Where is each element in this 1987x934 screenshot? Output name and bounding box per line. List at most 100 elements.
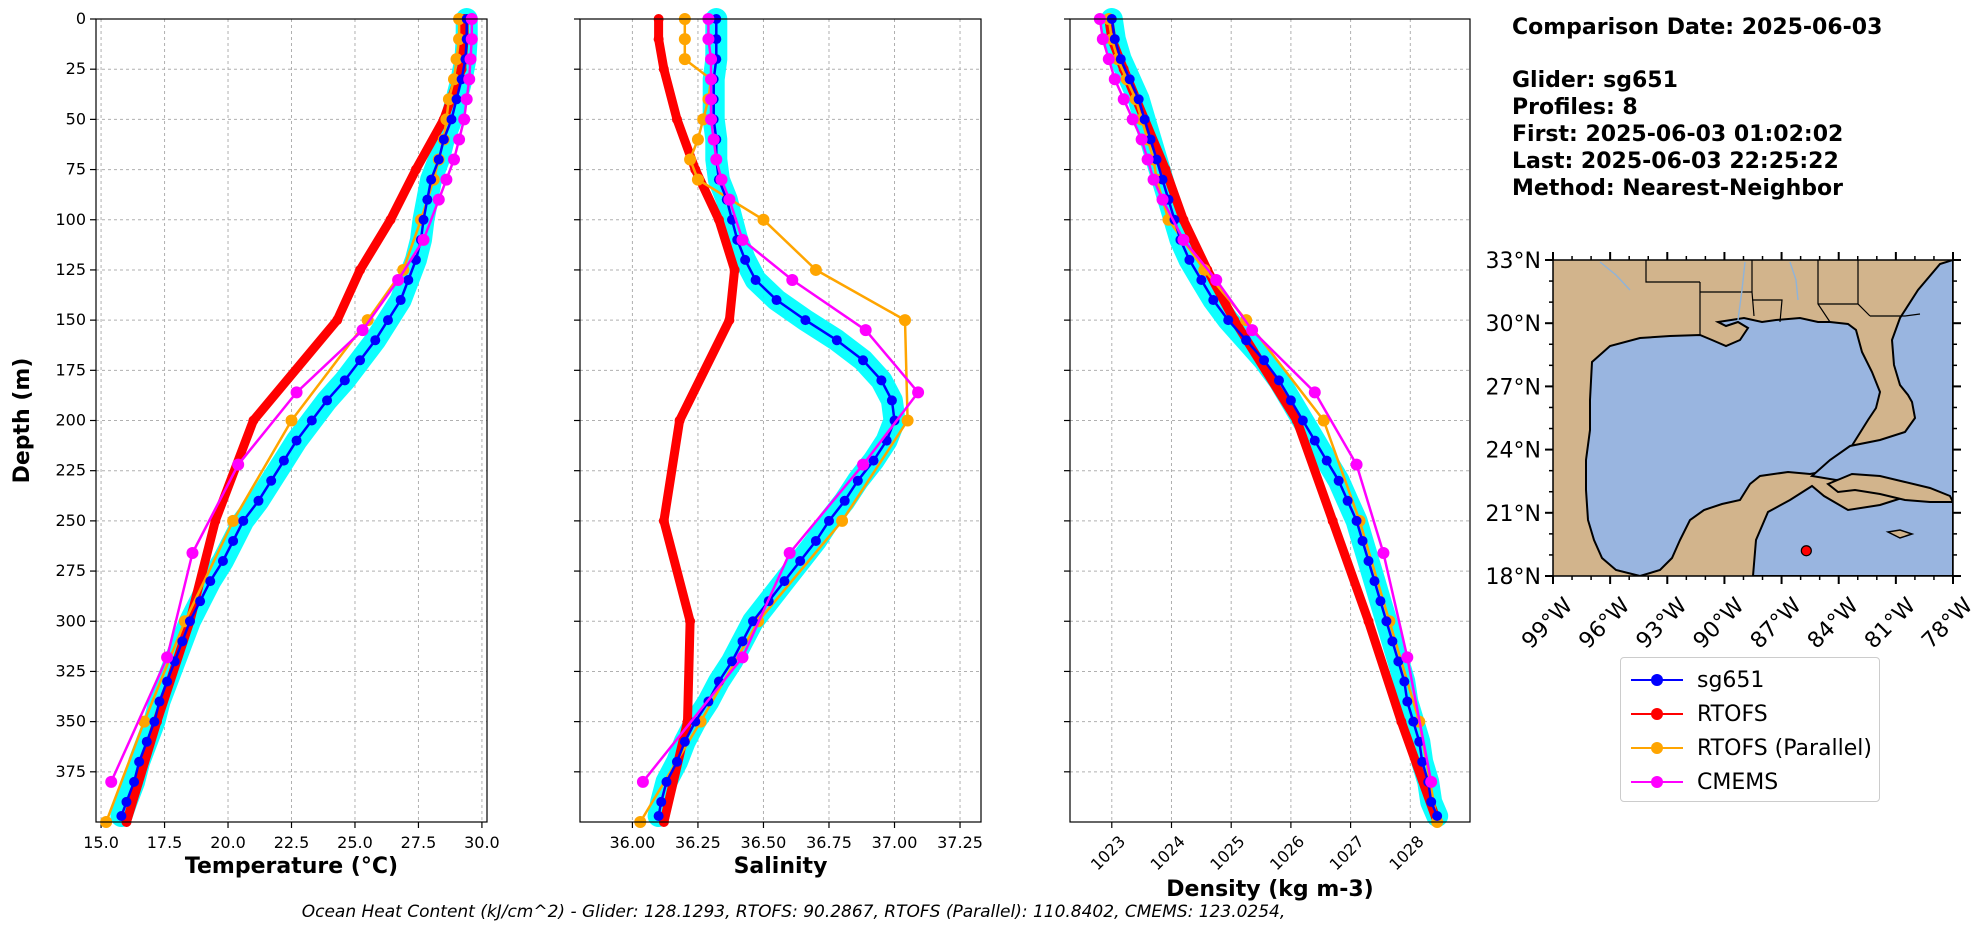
info-text: Comparison Date: 2025-06-03 Glider: sg65… <box>1512 14 1882 202</box>
cmems-point <box>859 324 872 337</box>
glider-point <box>129 776 140 787</box>
map-lon-label: 87°W <box>1746 593 1807 654</box>
map-frame <box>1552 259 1954 577</box>
cmems-point <box>1126 113 1139 126</box>
rtofs-parallel-point <box>285 414 298 427</box>
glider-point <box>355 355 366 366</box>
glider-point <box>1157 174 1168 185</box>
salinity-panel: 36.00 36.25 36.50 36.75 37.00 37.25 Salinity <box>574 8 983 879</box>
map-lon-label: 90°W <box>1689 593 1750 654</box>
cmems-point <box>1177 233 1190 246</box>
cmems-point <box>1117 93 1130 106</box>
x-tick-label: 27.5 <box>401 833 437 852</box>
glider-point <box>747 616 758 627</box>
rtofs-parallel-point <box>836 514 849 527</box>
first-profile-time: First: 2025-06-03 01:02:02 <box>1512 122 1844 147</box>
cmems-point <box>1350 458 1363 471</box>
glider-point <box>737 636 748 647</box>
glider-point <box>266 475 277 486</box>
cmems-point <box>1102 53 1115 66</box>
x-tick-label: 25.0 <box>337 833 373 852</box>
glider-point <box>1333 475 1344 486</box>
glider-point <box>656 796 667 807</box>
rtofs-parallel-point <box>898 314 911 327</box>
glider-point <box>1393 656 1404 667</box>
x-tick-label: 37.00 <box>872 833 918 852</box>
map-lon-label: 78°W <box>1917 593 1978 654</box>
rtofs-parallel-point <box>901 414 914 427</box>
glider-point <box>823 515 834 526</box>
x-tick-label: 17.5 <box>147 833 183 852</box>
glider-point <box>1297 415 1308 426</box>
glider-point <box>253 495 264 506</box>
map-rivers <box>1599 261 1799 321</box>
cmems-point <box>912 386 925 399</box>
cmems-point <box>1377 546 1390 559</box>
glider-point <box>852 475 863 486</box>
glider-point <box>418 214 429 225</box>
map-lat-label: 30°N <box>1486 312 1541 337</box>
glider-point <box>810 535 821 546</box>
glider-point <box>1387 636 1398 647</box>
glider-point <box>1139 114 1150 125</box>
glider-point <box>800 315 811 326</box>
cmems-point <box>705 73 718 86</box>
rtofs-point <box>671 114 682 125</box>
y-tick-label: 275 <box>55 561 86 580</box>
glider-point <box>1402 696 1413 707</box>
cmems-point <box>707 133 720 146</box>
legend-swatch <box>1631 704 1683 724</box>
rtofs-point <box>658 515 669 526</box>
legend-label: sg651 <box>1697 667 1765 693</box>
glider-point <box>217 556 228 567</box>
rtofs-point <box>410 164 421 175</box>
glider-point <box>395 295 406 306</box>
legend-item-rtofs: RTOFS <box>1631 699 1768 729</box>
y-tick-label: 200 <box>55 411 86 430</box>
cmems-point <box>705 53 718 66</box>
map-lat-label: 27°N <box>1486 375 1541 400</box>
glider-point <box>306 415 317 426</box>
glider-point <box>1223 315 1234 326</box>
last-profile-time: Last: 2025-06-03 22:25:22 <box>1512 149 1839 174</box>
rtofs-parallel-point <box>678 53 691 66</box>
rtofs-parallel-point <box>1317 414 1330 427</box>
x-tick-label: 37.25 <box>937 833 983 852</box>
rtofs-point <box>674 415 685 426</box>
legend-label: CMEMS <box>1697 769 1779 795</box>
density-panel: 1023 1024 1025 1026 1027 1028 Density (kg m-3) <box>1064 8 1471 902</box>
profile-count: Profiles: 8 <box>1512 95 1638 120</box>
legend-swatch <box>1631 772 1683 792</box>
legend: sg651 RTOFS RTOFS (Parallel) CMEMS <box>1620 657 1880 802</box>
cmems-point <box>290 386 303 399</box>
cmems-point <box>736 233 749 246</box>
cmems-point <box>161 651 174 664</box>
cmems-point <box>186 546 199 559</box>
x-tick-label: 30.0 <box>464 833 500 852</box>
cmems-point <box>1108 73 1121 86</box>
cmems-point <box>463 73 476 86</box>
glider-point <box>339 375 350 386</box>
glider-point <box>228 535 239 546</box>
glider-point <box>889 415 900 426</box>
glider-point <box>149 716 160 727</box>
cmems-point <box>636 775 649 788</box>
cmems-point <box>392 273 405 286</box>
glider-point <box>1133 94 1144 105</box>
glider-name: Glider: sg651 <box>1512 68 1678 93</box>
glider-point <box>1321 455 1332 466</box>
glider-point <box>1208 295 1219 306</box>
glider-point <box>433 154 444 165</box>
y-tick-label: 250 <box>55 511 86 530</box>
rtofs-point <box>1363 616 1374 627</box>
glider-point <box>771 295 782 306</box>
cmems-point <box>705 93 718 106</box>
glider-point <box>750 274 761 285</box>
glider-point <box>839 495 850 506</box>
map-lat-label: 21°N <box>1486 502 1541 527</box>
cmems-point <box>356 324 369 337</box>
glider-point <box>141 736 152 747</box>
glider-point <box>1381 616 1392 627</box>
rtofs-point <box>1178 214 1189 225</box>
glider-point <box>446 114 457 125</box>
